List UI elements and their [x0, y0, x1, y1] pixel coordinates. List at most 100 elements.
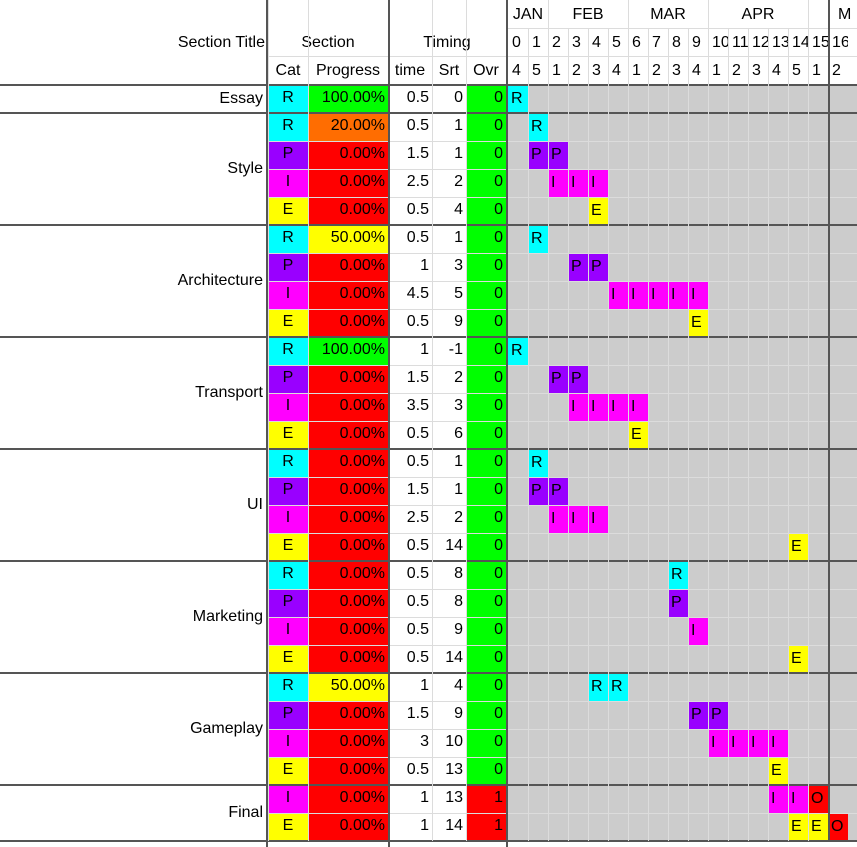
gantt-mark-p[interactable]: P: [568, 365, 588, 393]
week-index-13[interactable]: 13: [772, 34, 788, 51]
start-cell[interactable]: 2: [454, 369, 463, 386]
week-index-15[interactable]: 15: [812, 34, 828, 51]
time-cell[interactable]: 0.5: [406, 593, 429, 610]
time-cell[interactable]: 0.5: [406, 537, 429, 554]
time-cell[interactable]: 0.5: [406, 313, 429, 330]
gantt-mark-r[interactable]: R: [668, 561, 688, 589]
week-of-month-1[interactable]: 5: [532, 62, 541, 79]
time-cell[interactable]: 1: [420, 341, 429, 358]
overrun-cell[interactable]: 1: [466, 785, 506, 813]
overrun-cell[interactable]: 0: [466, 477, 506, 505]
week-index-2[interactable]: 2: [552, 34, 561, 51]
gantt-mark-r[interactable]: R: [608, 673, 628, 701]
time-cell[interactable]: 0.5: [406, 565, 429, 582]
start-cell[interactable]: 1: [454, 481, 463, 498]
progress-cell[interactable]: 0.00%: [308, 253, 388, 281]
gantt-mark-i[interactable]: I: [748, 729, 768, 757]
gantt-mark-p[interactable]: P: [568, 253, 588, 281]
category-cell[interactable]: I: [268, 785, 308, 813]
week-of-month-15[interactable]: 1: [812, 62, 821, 79]
header-section-title[interactable]: Section Title: [177, 34, 265, 51]
gantt-mark-e[interactable]: E: [688, 309, 708, 337]
time-cell[interactable]: 0.5: [406, 649, 429, 666]
start-cell[interactable]: 2: [454, 173, 463, 190]
progress-cell[interactable]: 0.00%: [308, 757, 388, 785]
gantt-mark-p[interactable]: P: [548, 477, 568, 505]
header-section[interactable]: Section: [301, 34, 355, 51]
gantt-mark-e[interactable]: E: [788, 645, 808, 673]
week-of-month-12[interactable]: 3: [752, 62, 761, 79]
category-cell[interactable]: P: [268, 477, 308, 505]
month-may[interactable]: M: [838, 6, 852, 23]
category-cell[interactable]: R: [268, 561, 308, 589]
start-cell[interactable]: 14: [445, 817, 463, 834]
time-cell[interactable]: 0.5: [406, 621, 429, 638]
section-title-essay[interactable]: Essay: [219, 90, 263, 107]
progress-cell[interactable]: 0.00%: [308, 645, 388, 673]
progress-cell[interactable]: 0.00%: [308, 281, 388, 309]
category-cell[interactable]: E: [268, 645, 308, 673]
week-index-14[interactable]: 14: [792, 34, 808, 51]
start-cell[interactable]: 1: [454, 145, 463, 162]
gantt-mark-r[interactable]: R: [528, 225, 548, 253]
header-time[interactable]: time: [394, 62, 426, 79]
time-cell[interactable]: 0.5: [406, 425, 429, 442]
week-index-16[interactable]: 16: [832, 34, 848, 51]
gantt-mark-p[interactable]: P: [548, 365, 568, 393]
category-cell[interactable]: P: [268, 589, 308, 617]
time-cell[interactable]: 0.5: [406, 453, 429, 470]
overrun-cell[interactable]: 0: [466, 617, 506, 645]
progress-cell[interactable]: 0.00%: [308, 421, 388, 449]
week-index-3[interactable]: 3: [572, 34, 581, 51]
overrun-cell[interactable]: 0: [466, 645, 506, 673]
gantt-mark-p[interactable]: P: [528, 141, 548, 169]
category-cell[interactable]: R: [268, 337, 308, 365]
time-cell[interactable]: 3: [420, 733, 429, 750]
header-srt[interactable]: Srt: [438, 62, 460, 79]
header-timing[interactable]: Timing: [423, 34, 471, 51]
category-cell[interactable]: R: [268, 85, 308, 113]
week-of-month-13[interactable]: 4: [772, 62, 781, 79]
category-cell[interactable]: R: [268, 225, 308, 253]
month-mar[interactable]: MAR: [650, 6, 686, 23]
week-of-month-9[interactable]: 4: [692, 62, 701, 79]
category-cell[interactable]: E: [268, 309, 308, 337]
start-cell[interactable]: 13: [445, 789, 463, 806]
start-cell[interactable]: 0: [454, 89, 463, 106]
category-cell[interactable]: I: [268, 617, 308, 645]
week-index-1[interactable]: 1: [532, 34, 541, 51]
start-cell[interactable]: 9: [454, 313, 463, 330]
gantt-mark-e[interactable]: E: [588, 197, 608, 225]
gantt-mark-i[interactable]: I: [768, 729, 788, 757]
header-ovr[interactable]: Ovr: [473, 62, 499, 79]
progress-cell[interactable]: 100.00%: [308, 337, 388, 365]
gantt-mark-i[interactable]: I: [688, 617, 708, 645]
gantt-mark-i[interactable]: I: [688, 281, 708, 309]
overrun-cell[interactable]: 0: [466, 449, 506, 477]
start-cell[interactable]: 4: [454, 677, 463, 694]
overrun-cell[interactable]: 0: [466, 421, 506, 449]
time-cell[interactable]: 1: [420, 789, 429, 806]
category-cell[interactable]: R: [268, 673, 308, 701]
month-feb[interactable]: FEB: [572, 6, 604, 23]
week-of-month-10[interactable]: 1: [712, 62, 721, 79]
overrun-cell[interactable]: 0: [466, 113, 506, 141]
gantt-mark-p[interactable]: P: [668, 589, 688, 617]
gantt-mark-r[interactable]: R: [508, 85, 528, 113]
gantt-mark-i[interactable]: I: [608, 393, 628, 421]
week-index-11[interactable]: 11: [732, 34, 748, 51]
gantt-mark-i[interactable]: I: [668, 281, 688, 309]
week-index-7[interactable]: 7: [652, 34, 661, 51]
section-title-ui[interactable]: UI: [247, 496, 263, 513]
gantt-mark-overrun[interactable]: O: [808, 785, 828, 813]
overrun-cell[interactable]: 0: [466, 729, 506, 757]
category-cell[interactable]: R: [268, 449, 308, 477]
section-title-marketing[interactable]: Marketing: [192, 608, 263, 625]
start-cell[interactable]: 5: [454, 285, 463, 302]
month-apr[interactable]: APR: [741, 6, 775, 23]
start-cell[interactable]: 10: [445, 733, 463, 750]
week-of-month-0[interactable]: 4: [512, 62, 521, 79]
overrun-cell[interactable]: 0: [466, 281, 506, 309]
section-title-style[interactable]: Style: [227, 160, 263, 177]
gantt-mark-i[interactable]: I: [628, 281, 648, 309]
